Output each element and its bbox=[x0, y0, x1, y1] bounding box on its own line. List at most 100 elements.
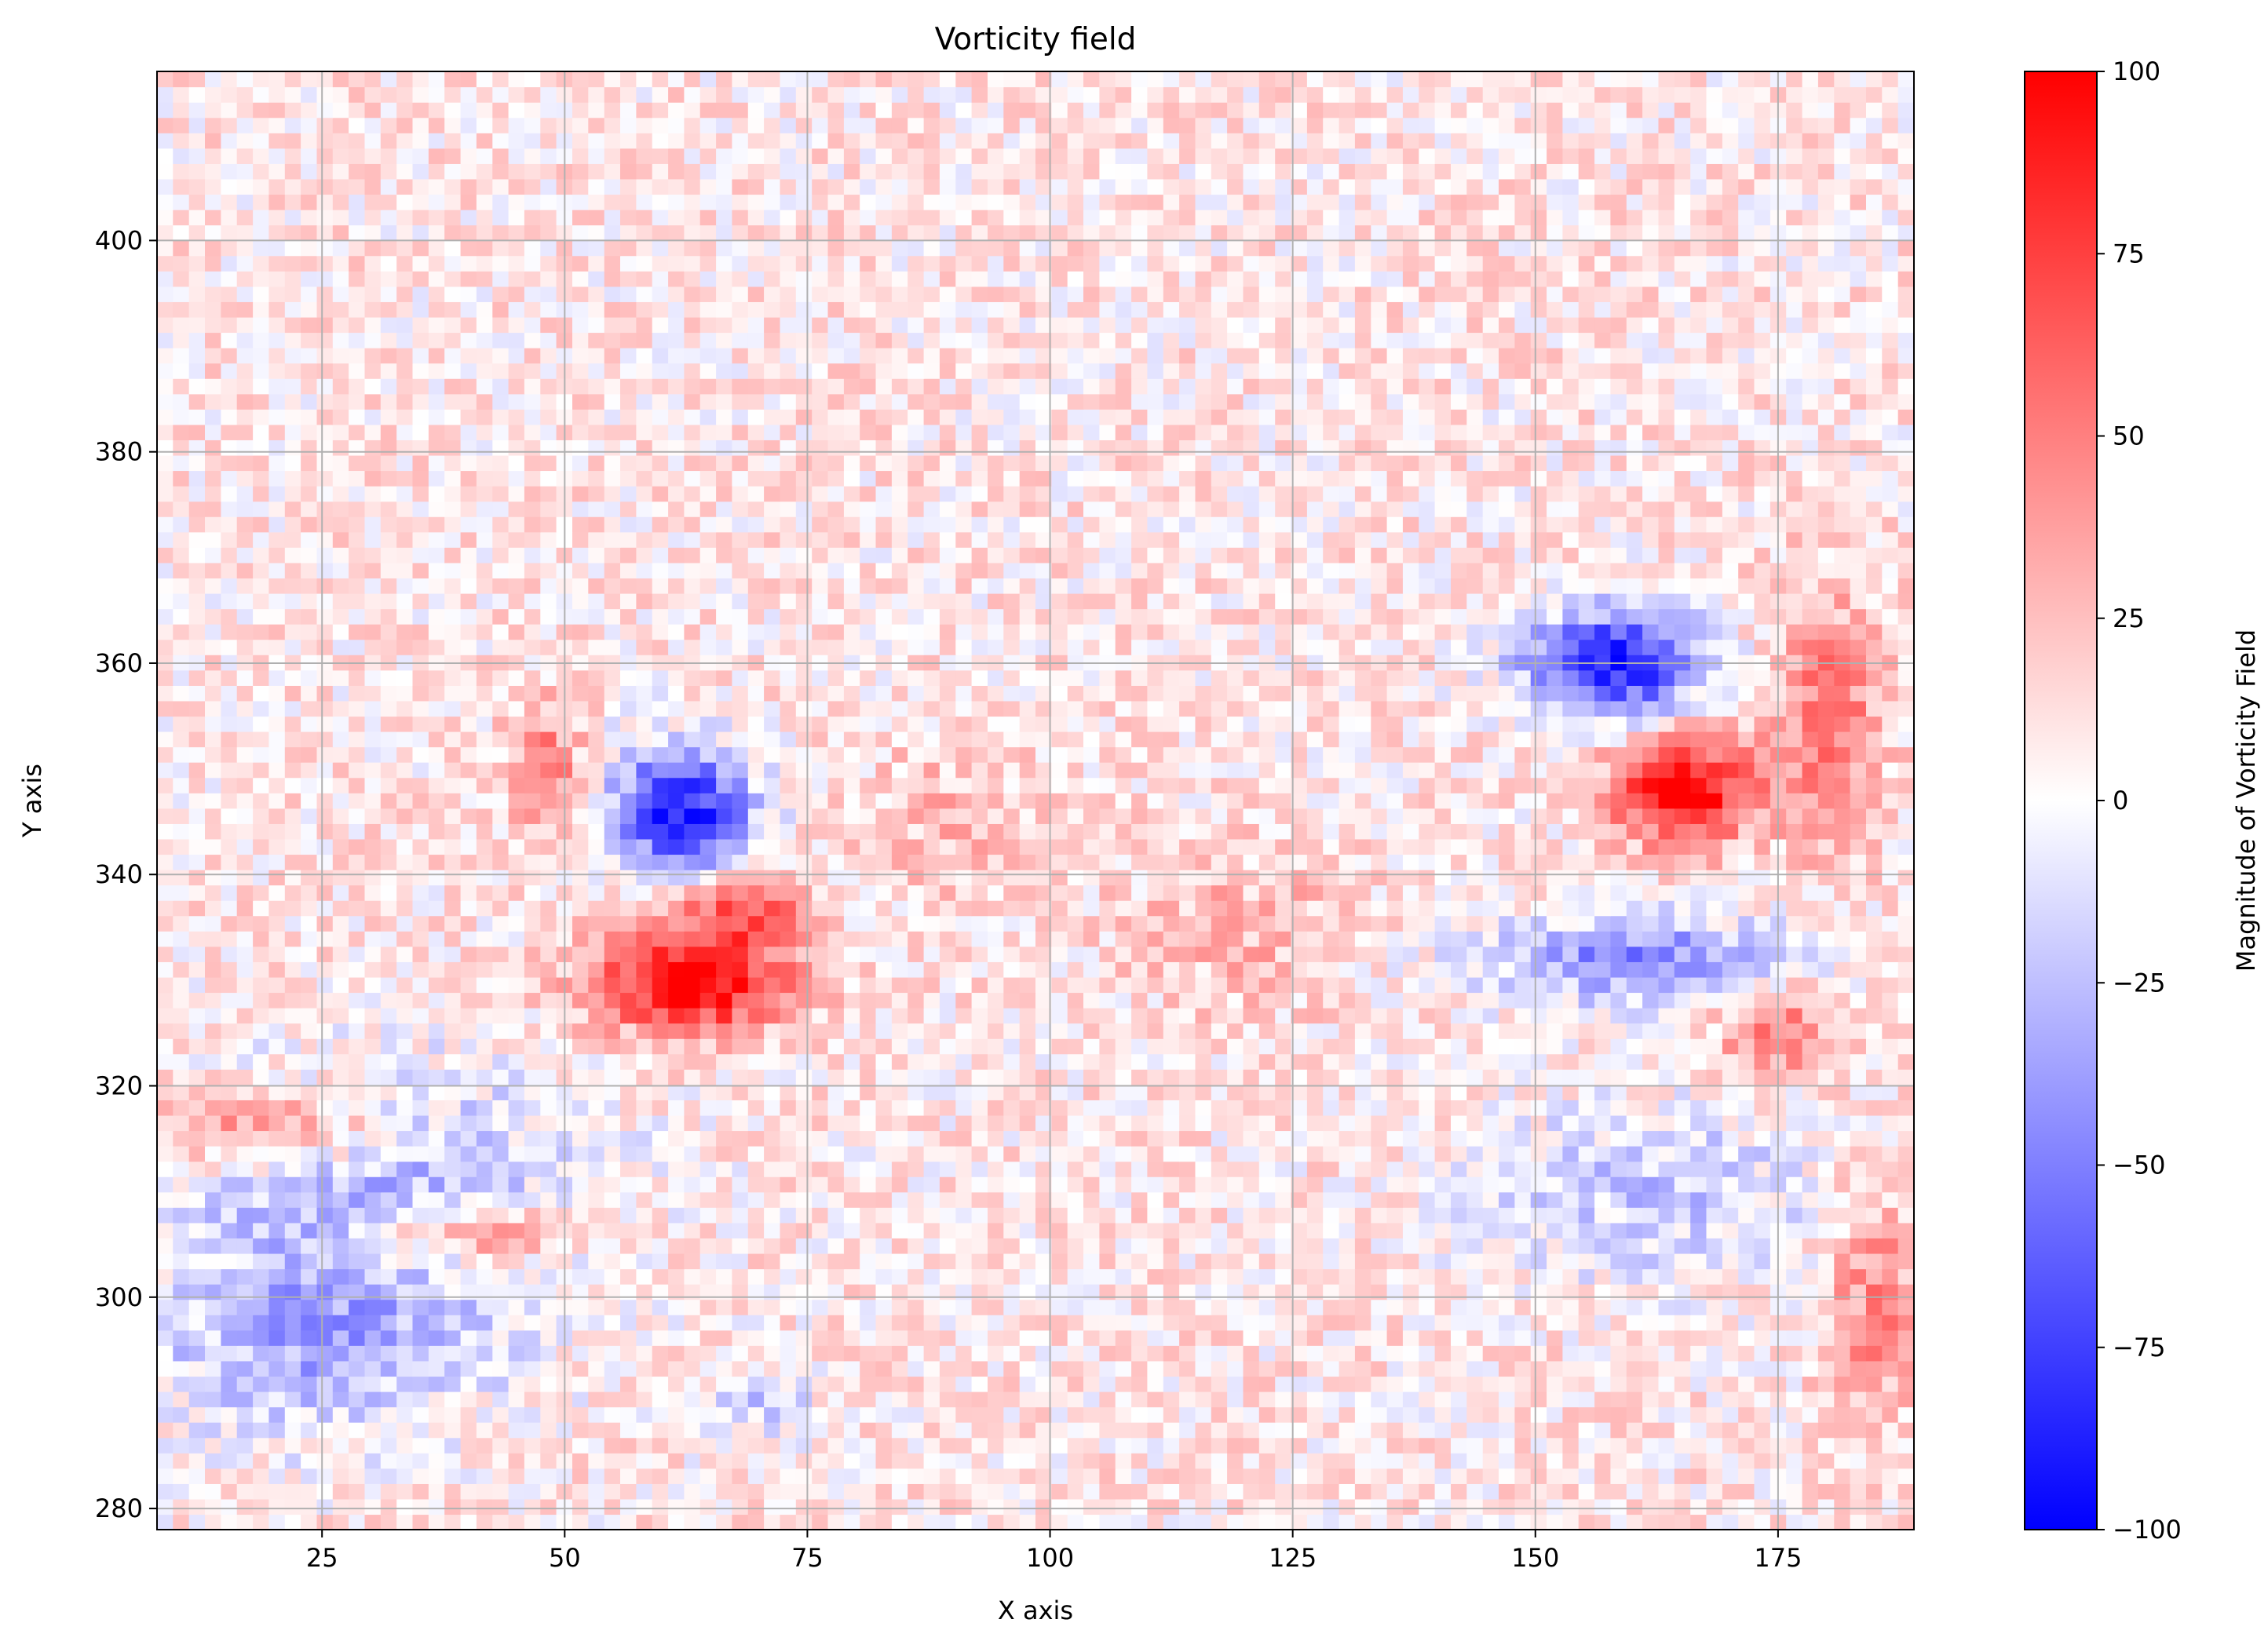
heatmap-cell bbox=[205, 854, 221, 870]
heatmap-cell bbox=[1243, 1253, 1260, 1270]
heatmap-cell bbox=[971, 1008, 988, 1024]
heatmap-cell bbox=[572, 1329, 589, 1346]
heatmap-cell bbox=[1547, 1253, 1564, 1270]
heatmap-cell bbox=[923, 1268, 940, 1285]
heatmap-cell bbox=[1195, 1176, 1212, 1193]
heatmap-cell bbox=[1706, 1329, 1723, 1346]
heatmap-cell bbox=[588, 946, 605, 962]
heatmap-cell bbox=[508, 1422, 525, 1439]
heatmap-cell bbox=[1195, 1053, 1212, 1070]
heatmap-cell bbox=[173, 1422, 190, 1439]
heatmap-cell bbox=[476, 1315, 493, 1331]
heatmap-cell bbox=[572, 1038, 589, 1055]
heatmap-cell bbox=[747, 1437, 765, 1454]
heatmap-cell bbox=[1179, 885, 1196, 901]
heatmap-cell bbox=[221, 1453, 238, 1469]
heatmap-cell bbox=[349, 915, 366, 932]
heatmap-cell bbox=[1434, 1437, 1452, 1454]
heatmap-cell bbox=[827, 992, 845, 1009]
heatmap-cell bbox=[1243, 1130, 1260, 1147]
heatmap-cell bbox=[1802, 992, 1819, 1009]
heatmap-cell bbox=[492, 1360, 509, 1377]
heatmap-cell bbox=[1179, 1514, 1196, 1530]
heatmap-cell bbox=[1530, 1191, 1547, 1208]
heatmap-cell bbox=[1291, 1146, 1308, 1162]
heatmap-cell bbox=[588, 1146, 605, 1162]
heatmap-cell bbox=[747, 1468, 765, 1484]
heatmap-cell bbox=[1354, 915, 1371, 932]
heatmap-cell bbox=[1115, 1069, 1132, 1085]
heatmap-cell bbox=[668, 1238, 685, 1254]
heatmap-cell bbox=[732, 900, 749, 917]
heatmap-cell bbox=[843, 1268, 860, 1285]
heatmap-cell bbox=[1258, 1315, 1276, 1331]
heatmap-cell bbox=[572, 1146, 589, 1162]
heatmap-cell bbox=[875, 1468, 893, 1484]
heatmap-cell bbox=[860, 1483, 877, 1500]
heatmap-cell bbox=[157, 1284, 173, 1300]
heatmap-cell bbox=[380, 1008, 397, 1024]
heatmap-cell bbox=[380, 1406, 397, 1423]
heatmap-cell bbox=[380, 1114, 397, 1132]
heatmap-cell bbox=[1419, 900, 1436, 917]
heatmap-cell bbox=[236, 1268, 254, 1285]
heatmap-cell bbox=[684, 854, 701, 870]
heatmap-cell bbox=[1897, 1008, 1914, 1024]
heatmap-cell bbox=[795, 1345, 813, 1362]
heatmap-cell bbox=[652, 992, 669, 1009]
heatmap-cell bbox=[1035, 1161, 1052, 1177]
heatmap-cell bbox=[349, 1114, 366, 1132]
heatmap-cell bbox=[716, 1360, 733, 1377]
heatmap-cell bbox=[1258, 900, 1276, 917]
heatmap-cell bbox=[636, 1268, 653, 1285]
heatmap-cell bbox=[1578, 1468, 1595, 1484]
heatmap-cell bbox=[444, 838, 462, 855]
heatmap-cell bbox=[860, 1329, 877, 1346]
heatmap-cell bbox=[572, 1299, 589, 1315]
heatmap-cell bbox=[1211, 1392, 1228, 1408]
heatmap-cell bbox=[1578, 1222, 1595, 1238]
heatmap-cell bbox=[620, 823, 637, 840]
heatmap-cell bbox=[1514, 1100, 1532, 1116]
heatmap-cell bbox=[476, 1238, 493, 1254]
heatmap-cell bbox=[955, 1437, 973, 1454]
heatmap-cell bbox=[1562, 1100, 1580, 1116]
heatmap-cell bbox=[860, 1498, 877, 1516]
heatmap-cell bbox=[221, 1038, 238, 1055]
heatmap-cell bbox=[747, 1222, 765, 1238]
heatmap-cell bbox=[860, 1437, 877, 1454]
heatmap-cell bbox=[1817, 1222, 1835, 1238]
heatmap-cell bbox=[812, 1453, 829, 1469]
heatmap-cell bbox=[764, 1023, 781, 1039]
heatmap-cell bbox=[301, 1453, 318, 1469]
heatmap-cell bbox=[1147, 1008, 1164, 1024]
heatmap-cell bbox=[301, 1498, 318, 1516]
heatmap-cell bbox=[1817, 1238, 1835, 1254]
heatmap-cell bbox=[1451, 900, 1467, 917]
heatmap-cell bbox=[1690, 1130, 1707, 1147]
heatmap-cell bbox=[380, 900, 397, 917]
heatmap-cell bbox=[1371, 870, 1388, 886]
heatmap-cell bbox=[668, 1268, 685, 1285]
heatmap-cell bbox=[891, 915, 908, 932]
heatmap-cell bbox=[1690, 1299, 1707, 1315]
heatmap-cell bbox=[1850, 1284, 1867, 1300]
heatmap-cell bbox=[1115, 992, 1132, 1009]
heatmap-cell bbox=[332, 1100, 349, 1116]
heatmap-cell bbox=[747, 1315, 765, 1331]
heatmap-cell bbox=[1306, 1453, 1324, 1469]
heatmap-cell bbox=[1578, 900, 1595, 917]
heatmap-cell bbox=[253, 1376, 270, 1392]
heatmap-cell bbox=[684, 1176, 701, 1193]
heatmap-cell bbox=[1547, 1299, 1564, 1315]
heatmap-cell bbox=[1850, 1315, 1867, 1331]
heatmap-cell bbox=[572, 1422, 589, 1439]
heatmap-cell bbox=[1562, 1268, 1580, 1285]
heatmap-cell bbox=[1499, 1422, 1515, 1439]
heatmap-cell bbox=[1674, 946, 1691, 962]
heatmap-cell bbox=[1547, 1437, 1564, 1454]
heatmap-cell bbox=[1275, 946, 1292, 962]
heatmap-cell bbox=[732, 1437, 749, 1454]
heatmap-cell bbox=[524, 1069, 541, 1085]
heatmap-cell bbox=[1323, 1345, 1340, 1362]
